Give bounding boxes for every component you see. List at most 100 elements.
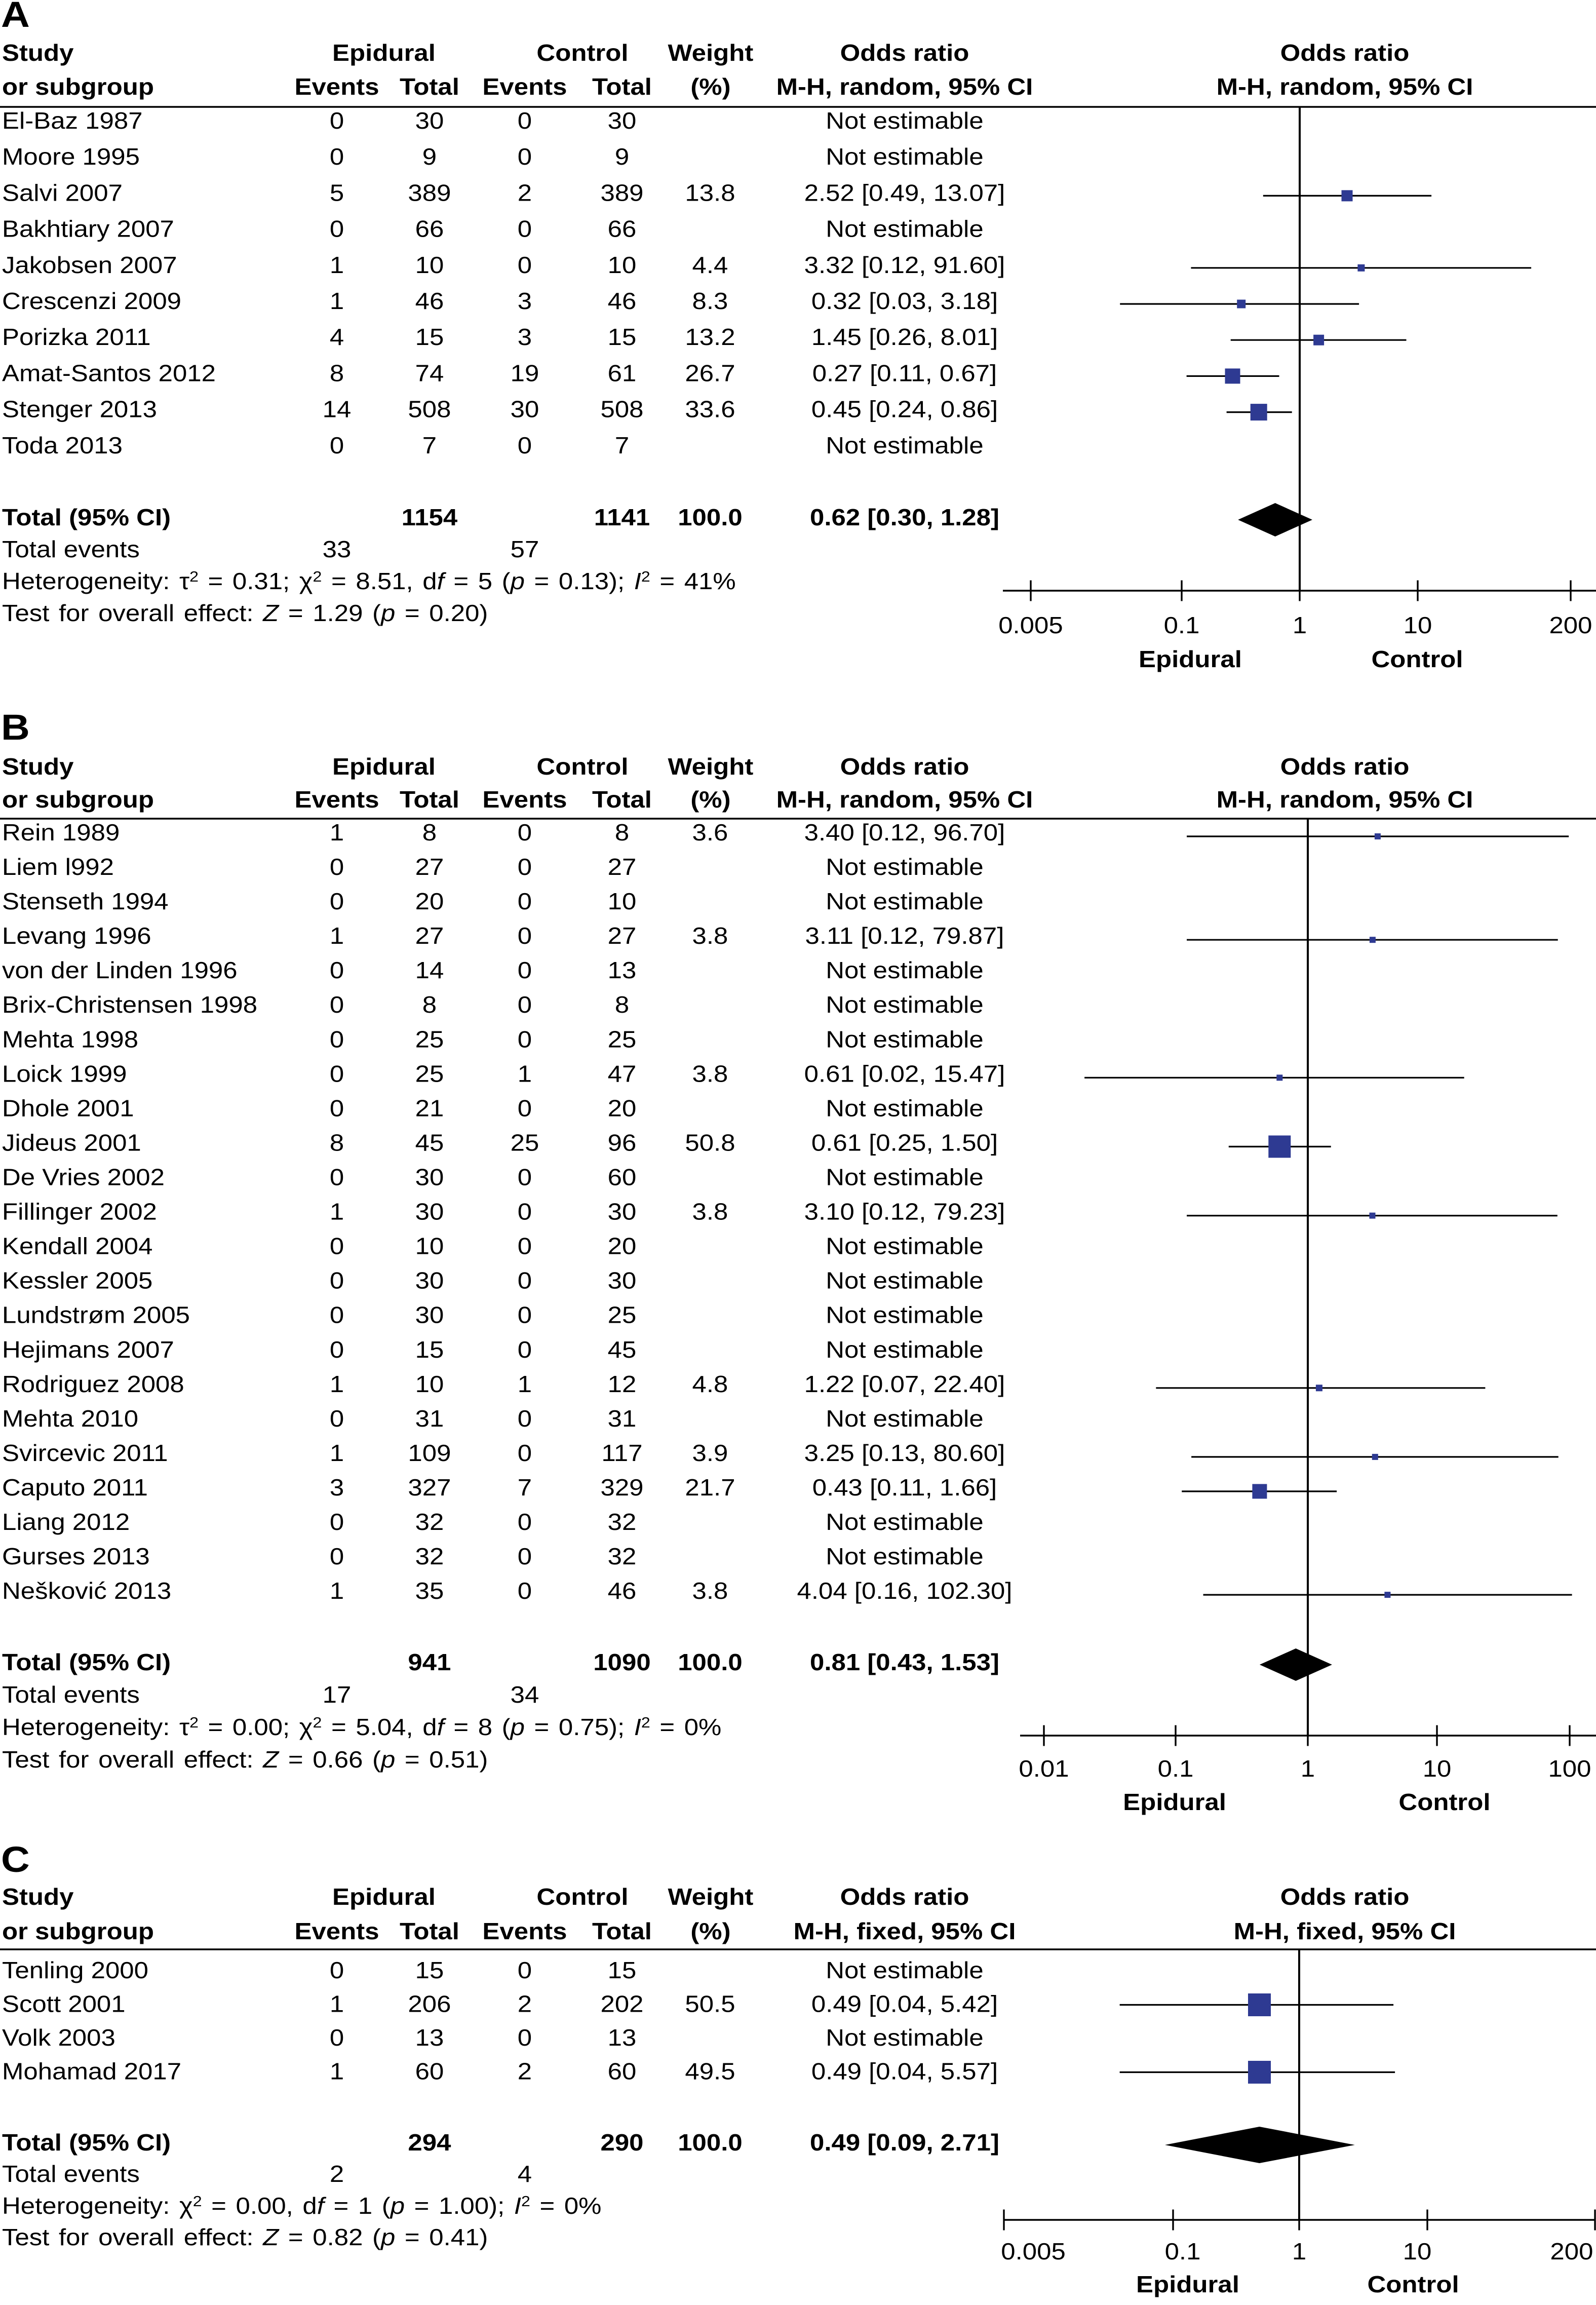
svg-text:21.7: 21.7 — [685, 1475, 735, 1501]
svg-text:32: 32 — [415, 1544, 444, 1569]
svg-text:0: 0 — [518, 108, 532, 134]
svg-text:Total events: Total events — [2, 536, 140, 562]
svg-text:or subgroup: or subgroup — [2, 787, 154, 813]
svg-text:0.45 [0.24, 0.86]: 0.45 [0.24, 0.86] — [811, 397, 998, 422]
svg-text:27: 27 — [608, 923, 637, 949]
svg-text:32: 32 — [415, 1509, 444, 1535]
svg-text:31: 31 — [608, 1406, 637, 1432]
svg-text:Total events: Total events — [2, 1682, 140, 1708]
svg-text:Not estimable: Not estimable — [826, 144, 984, 170]
svg-text:100.0: 100.0 — [678, 2130, 743, 2156]
svg-text:15: 15 — [415, 1337, 444, 1363]
svg-text:Mehta 1998: Mehta 1998 — [2, 1027, 138, 1053]
svg-text:Not estimable: Not estimable — [826, 1957, 984, 1983]
svg-text:7: 7 — [518, 1475, 532, 1501]
svg-text:Gurses 2013: Gurses 2013 — [2, 1544, 150, 1569]
svg-text:Kendall 2004: Kendall 2004 — [2, 1234, 152, 1259]
svg-text:2: 2 — [518, 1991, 532, 2017]
svg-text:Heterogeneity: τ2 = 0.31; χ2 =: Heterogeneity: τ2 = 0.31; χ2 = 8.51, df … — [2, 568, 736, 594]
svg-text:3.6: 3.6 — [692, 820, 728, 846]
svg-text:0: 0 — [330, 1268, 344, 1294]
svg-text:0.005: 0.005 — [1001, 2239, 1066, 2264]
svg-text:30: 30 — [415, 108, 444, 134]
svg-text:389: 389 — [408, 180, 451, 206]
svg-text:10: 10 — [608, 889, 637, 914]
svg-text:10: 10 — [1404, 612, 1432, 638]
svg-text:1: 1 — [330, 288, 344, 314]
svg-text:Epidural: Epidural — [1123, 1789, 1226, 1815]
svg-text:Svircevic 2011: Svircevic 2011 — [2, 1440, 168, 1466]
svg-text:Heterogeneity: τ2 = 0.00; χ2 =: Heterogeneity: τ2 = 0.00; χ2 = 5.04, df … — [2, 1714, 721, 1740]
svg-text:Test for overall effect: Z = 1: Test for overall effect: Z = 1.29 (p = 0… — [2, 600, 488, 626]
svg-text:0.43 [0.11, 1.66]: 0.43 [0.11, 1.66] — [812, 1475, 997, 1501]
svg-text:0: 0 — [330, 1165, 344, 1190]
svg-text:10: 10 — [415, 252, 444, 278]
svg-text:Epidural: Epidural — [1136, 2272, 1239, 2297]
svg-text:9: 9 — [615, 144, 629, 170]
svg-text:0.1: 0.1 — [1158, 1756, 1194, 1782]
svg-text:3.8: 3.8 — [692, 1578, 728, 1604]
svg-text:Not estimable: Not estimable — [826, 216, 984, 242]
svg-text:3.8: 3.8 — [692, 923, 728, 949]
svg-text:202: 202 — [600, 1991, 643, 2017]
svg-text:Not estimable: Not estimable — [826, 854, 984, 880]
svg-text:1: 1 — [330, 252, 344, 278]
svg-text:30: 30 — [415, 1268, 444, 1294]
svg-text:Test for overall effect: Z = 0: Test for overall effect: Z = 0.66 (p = 0… — [2, 1747, 488, 1773]
svg-text:96: 96 — [608, 1130, 637, 1156]
svg-text:0.005: 0.005 — [998, 612, 1063, 638]
svg-text:7: 7 — [422, 433, 437, 458]
svg-text:8: 8 — [330, 361, 344, 387]
svg-text:329: 329 — [600, 1475, 643, 1501]
svg-text:35: 35 — [415, 1578, 444, 1604]
svg-text:0: 0 — [518, 1337, 532, 1363]
svg-text:26.7: 26.7 — [685, 361, 735, 387]
svg-text:Epidural: Epidural — [332, 1884, 436, 1910]
svg-text:0: 0 — [330, 1544, 344, 1569]
svg-text:30: 30 — [608, 108, 637, 134]
svg-text:Epidural: Epidural — [332, 754, 436, 780]
svg-text:21: 21 — [415, 1096, 444, 1122]
svg-text:Odds ratio: Odds ratio — [840, 40, 969, 66]
svg-text:Bakhtiary 2007: Bakhtiary 2007 — [2, 216, 174, 242]
svg-text:Not estimable: Not estimable — [826, 957, 984, 983]
svg-text:Mohamad 2017: Mohamad 2017 — [2, 2059, 181, 2085]
svg-text:10: 10 — [1423, 1756, 1452, 1782]
svg-text:Control: Control — [536, 40, 628, 66]
svg-text:(%): (%) — [690, 74, 730, 100]
svg-text:0: 0 — [330, 216, 344, 242]
svg-text:0.32 [0.03, 3.18]: 0.32 [0.03, 3.18] — [811, 288, 998, 314]
svg-text:46: 46 — [415, 288, 444, 314]
svg-text:0: 0 — [518, 820, 532, 846]
svg-text:8: 8 — [615, 820, 629, 846]
svg-text:Scott 2001: Scott 2001 — [2, 1991, 126, 2017]
svg-text:0: 0 — [518, 992, 532, 1018]
svg-text:Not estimable: Not estimable — [826, 1234, 984, 1259]
svg-text:0: 0 — [330, 144, 344, 170]
svg-text:0: 0 — [518, 889, 532, 914]
svg-text:0: 0 — [518, 1027, 532, 1053]
svg-text:0: 0 — [518, 854, 532, 880]
svg-text:0: 0 — [330, 108, 344, 134]
svg-text:Total (95% CI): Total (95% CI) — [2, 2130, 171, 2156]
svg-text:33: 33 — [323, 536, 352, 562]
svg-text:14: 14 — [415, 957, 444, 983]
svg-text:30: 30 — [608, 1268, 637, 1294]
svg-text:15: 15 — [608, 324, 637, 350]
svg-text:M-H, random, 95% CI: M-H, random, 95% CI — [776, 787, 1033, 813]
svg-text:57: 57 — [511, 536, 539, 562]
svg-text:74: 74 — [415, 361, 444, 387]
svg-text:13.8: 13.8 — [685, 180, 735, 206]
svg-text:De Vries 2002: De Vries 2002 — [2, 1165, 165, 1190]
svg-text:4.4: 4.4 — [692, 252, 728, 278]
svg-text:Loick 1999: Loick 1999 — [2, 1061, 127, 1087]
svg-text:13: 13 — [415, 2025, 444, 2051]
svg-text:Total: Total — [400, 1918, 459, 1944]
svg-text:206: 206 — [408, 1991, 451, 2017]
svg-text:294: 294 — [408, 2130, 451, 2156]
svg-text:Total: Total — [592, 1918, 652, 1944]
svg-text:2: 2 — [518, 2059, 532, 2085]
svg-text:49.5: 49.5 — [685, 2059, 735, 2085]
svg-text:4: 4 — [518, 2161, 532, 2187]
svg-text:14: 14 — [323, 397, 352, 422]
